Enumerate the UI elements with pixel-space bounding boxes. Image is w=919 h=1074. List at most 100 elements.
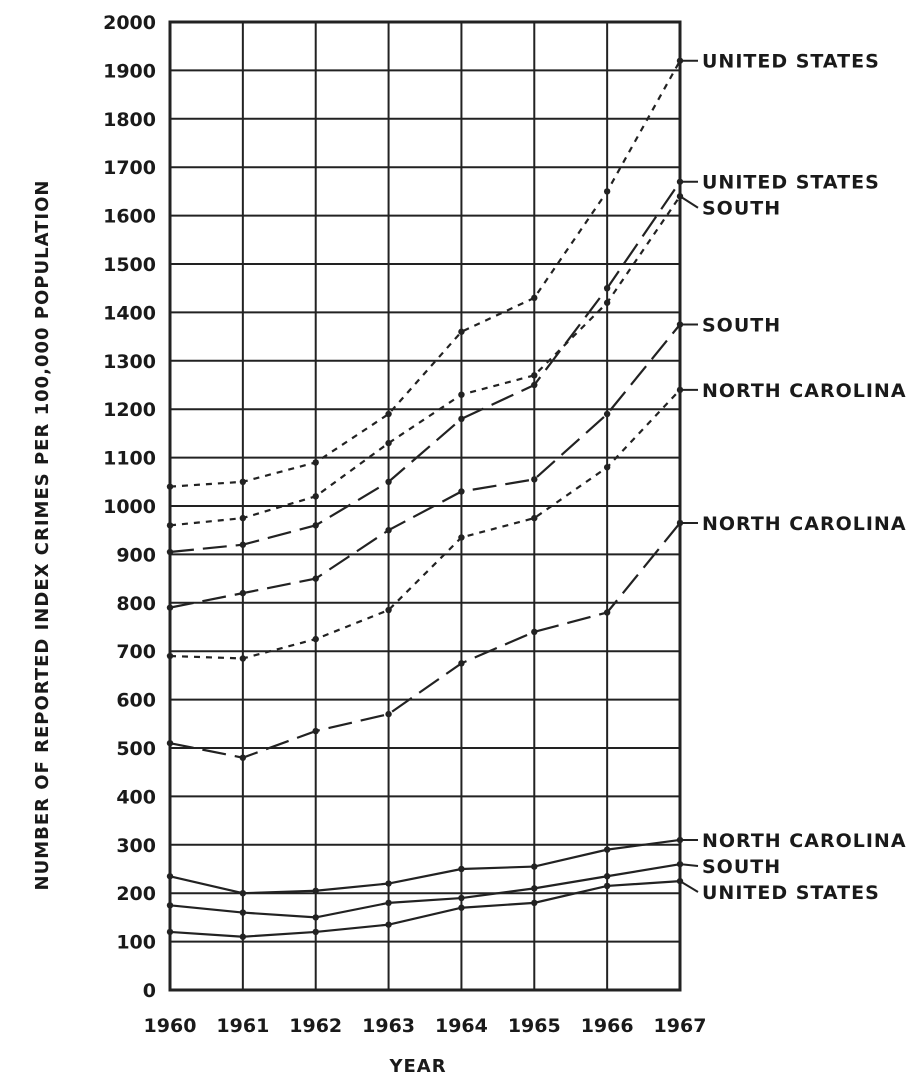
- y-tick-label: 1800: [103, 109, 156, 131]
- series-line: [169, 863, 681, 919]
- grid-layer: [168, 20, 682, 992]
- data-point: [458, 391, 465, 398]
- data-point: [312, 928, 319, 936]
- data-point: [166, 873, 174, 880]
- data-point: [166, 604, 174, 611]
- series-label: NORTH CAROLINA: [702, 513, 907, 535]
- data-point: [166, 652, 174, 660]
- y-tick-label: 1700: [103, 157, 156, 179]
- data-point: [531, 628, 538, 636]
- data-point: [458, 865, 465, 873]
- label-leader: [679, 195, 699, 209]
- data-point: [239, 909, 247, 916]
- data-point: [603, 464, 611, 471]
- data-point: [531, 294, 538, 302]
- label-leader: [679, 880, 699, 893]
- data-point: [385, 710, 392, 718]
- x-tick-label: 1966: [581, 1015, 634, 1037]
- series-label: SOUTH: [702, 856, 781, 878]
- data-point: [603, 299, 611, 306]
- series-label: UNITED STATES: [702, 882, 880, 904]
- data-point: [312, 914, 319, 921]
- series-line: [169, 60, 681, 488]
- data-point: [458, 894, 465, 902]
- series-label: UNITED STATES: [702, 51, 880, 73]
- x-tick-label: 1965: [508, 1015, 561, 1037]
- data-point: [239, 478, 247, 485]
- y-tick-label: 0: [143, 980, 156, 1002]
- x-tick-label: 1960: [144, 1015, 197, 1037]
- y-tick-label: 1300: [103, 351, 156, 373]
- y-axis-title: NUMBER OF REPORTED INDEX CRIMES PER 100,…: [32, 180, 53, 891]
- data-point: [531, 372, 538, 379]
- data-point: [239, 541, 247, 548]
- data-point: [385, 606, 392, 614]
- data-point: [239, 754, 247, 761]
- y-tick-label: 900: [116, 544, 156, 566]
- y-tick-label: 1900: [103, 60, 156, 82]
- y-tick-label: 1200: [103, 399, 156, 421]
- data-point: [312, 635, 319, 643]
- data-point: [458, 660, 465, 667]
- x-axis-title: YEAR: [388, 1056, 446, 1074]
- data-point: [385, 439, 392, 447]
- data-point: [166, 483, 174, 490]
- data-point: [531, 885, 538, 892]
- y-tick-label: 300: [116, 835, 156, 857]
- data-point: [166, 739, 174, 747]
- series-line: [169, 838, 681, 895]
- data-point: [166, 928, 174, 936]
- x-tick-label: 1963: [362, 1015, 415, 1037]
- data-point: [312, 575, 319, 582]
- series-label: UNITED STATES: [702, 172, 880, 194]
- label-leader: [679, 863, 699, 867]
- x-tick-label: 1964: [435, 1015, 488, 1037]
- y-tick-label: 500: [116, 738, 156, 760]
- series-line: [169, 323, 681, 609]
- data-point: [603, 882, 611, 890]
- data-point: [239, 890, 247, 897]
- data-point: [531, 863, 538, 870]
- data-point: [603, 873, 611, 880]
- data-point: [385, 527, 392, 534]
- data-point: [239, 933, 247, 940]
- data-point: [385, 921, 392, 928]
- data-point: [312, 887, 319, 894]
- data-point: [166, 522, 174, 529]
- data-point: [458, 488, 465, 495]
- data-point: [239, 589, 247, 597]
- label-layer: UNITED STATES UNITED STATES SOUTH SOUTH NORT…: [679, 51, 907, 904]
- series-label: SOUTH: [702, 198, 781, 220]
- x-tick-label: 1962: [289, 1015, 342, 1037]
- data-point: [531, 514, 538, 522]
- data-point: [166, 548, 174, 556]
- y-tick-label: 600: [116, 690, 156, 712]
- data-point: [385, 880, 392, 887]
- data-point: [603, 609, 611, 616]
- series-label: NORTH CAROLINA: [702, 830, 907, 852]
- series-layer: [166, 57, 684, 940]
- y-tick-label: 200: [116, 883, 156, 905]
- y-tick-label: 1600: [103, 206, 156, 228]
- data-point: [603, 285, 611, 292]
- y-tick-label: 2000: [103, 12, 156, 34]
- y-tick-label: 100: [116, 932, 156, 954]
- plot-frame: [168, 20, 682, 992]
- x-tick-label: 1967: [654, 1015, 707, 1037]
- data-point: [312, 727, 319, 735]
- series-line: [169, 389, 681, 660]
- series-line: [169, 195, 681, 527]
- x-tick-label: 1961: [216, 1015, 269, 1037]
- data-point: [458, 904, 465, 911]
- data-point: [458, 415, 465, 423]
- series-label: NORTH CAROLINA: [702, 380, 907, 402]
- data-point: [239, 655, 247, 662]
- data-point: [531, 476, 538, 483]
- series-line: [169, 522, 681, 759]
- y-tick-label: 1500: [103, 254, 156, 276]
- data-point: [603, 188, 611, 195]
- data-point: [239, 514, 247, 522]
- data-point: [603, 846, 611, 853]
- y-tick-label: 800: [116, 593, 156, 615]
- y-tick-label: 400: [116, 786, 156, 808]
